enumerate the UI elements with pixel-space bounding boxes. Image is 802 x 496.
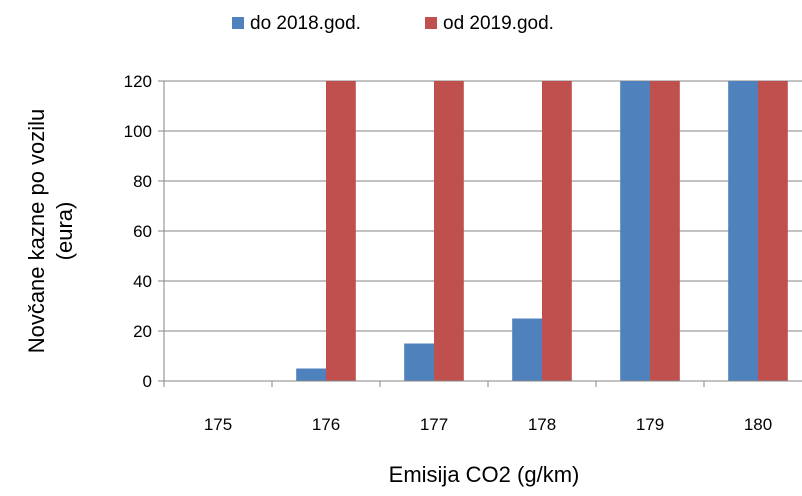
bar	[512, 318, 542, 381]
legend: do 2018.god. od 2019.god.	[232, 13, 554, 34]
legend-swatch-series-1	[232, 17, 244, 29]
bar	[404, 343, 434, 381]
bar	[296, 368, 326, 381]
tick-labels: 0 20 40 60 80 100 120 175 176 177 178 179 180	[124, 72, 773, 434]
bar	[434, 81, 464, 381]
legend-swatch-series-2	[425, 17, 437, 29]
x-tick-label: 177	[420, 415, 448, 434]
y-tick-label: 120	[124, 72, 152, 91]
y-axis-title: Novčane kazne po vozilu (eura)	[24, 109, 77, 354]
gridlines	[164, 80, 802, 332]
bars	[296, 81, 788, 381]
legend-label-series-1: do 2018.god.	[250, 13, 361, 34]
bar	[758, 81, 788, 381]
y-tick-label: 100	[124, 122, 152, 141]
bar	[650, 81, 680, 381]
bar	[326, 81, 356, 381]
y-tick-label: 20	[133, 322, 152, 341]
x-tick-label: 176	[312, 415, 340, 434]
axes	[158, 80, 802, 387]
x-tick-label: 180	[744, 415, 772, 434]
bar	[620, 81, 650, 381]
x-tick-label: 175	[204, 415, 232, 434]
x-axis-title: Emisija CO2 (g/km)	[389, 462, 580, 487]
y-tick-label: 80	[133, 172, 152, 191]
x-tick-label: 179	[636, 415, 664, 434]
bar	[542, 81, 572, 381]
x-tick-label: 178	[528, 415, 556, 434]
y-tick-label: 0	[143, 372, 152, 391]
y-tick-label: 60	[133, 222, 152, 241]
legend-label-series-2: od 2019.god.	[443, 13, 554, 34]
y-axis-title-line-2: (eura)	[52, 202, 77, 261]
y-axis-title-line-1: Novčane kazne po vozilu	[24, 109, 49, 354]
y-tick-label: 40	[133, 272, 152, 291]
bar	[728, 81, 758, 381]
